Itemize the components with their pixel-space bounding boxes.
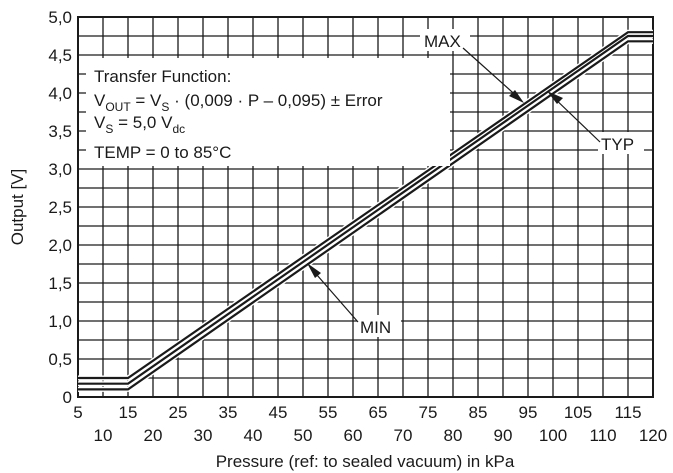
annotation-formula: VOUT = VS · (0,009 · P – 0,095) ± Error xyxy=(94,91,383,114)
typ-label-bg xyxy=(598,132,644,154)
typ-label: TYP xyxy=(601,135,634,154)
x-tick-label: 120 xyxy=(639,426,667,445)
x-tick-label: 30 xyxy=(194,426,213,445)
max-arrowhead xyxy=(509,90,524,103)
y-tick-label: 2,0 xyxy=(48,236,72,255)
annotation-background xyxy=(86,58,450,166)
y-axis-title: Output [V] xyxy=(8,169,27,246)
x-tick-label: 115 xyxy=(614,403,641,422)
max-label-bg xyxy=(420,29,470,51)
min-arrow-line xyxy=(309,266,359,323)
y-tick-label: 3,5 xyxy=(48,122,72,141)
plot-frame xyxy=(77,16,654,398)
series-line-typ xyxy=(78,34,653,385)
series-line-min xyxy=(78,40,653,391)
x-tick-label: 5 xyxy=(73,403,82,422)
x-tick-label: 85 xyxy=(469,403,488,422)
y-tick-label: 4,5 xyxy=(48,46,72,65)
x-tick-label: 25 xyxy=(169,403,188,422)
series-line-max xyxy=(78,31,653,380)
y-tick-label: 1,5 xyxy=(48,274,72,293)
x-tick-label: 100 xyxy=(539,426,567,445)
min-label-bg xyxy=(357,315,401,337)
typ-arrowhead xyxy=(547,91,563,104)
annotation-temp: TEMP = 0 to 85°C xyxy=(94,143,231,162)
y-tick-label: 0 xyxy=(63,388,72,407)
tick-labels: 0 0,5 1,0 1,5 2,0 2,5 3,0 3,5 4,0 4,5 5,0 5 15 25 35 45… xyxy=(48,8,667,445)
x-tick-label: 45 xyxy=(269,403,288,422)
x-tick-label: 105 xyxy=(564,403,592,422)
x-tick-label: 95 xyxy=(519,403,538,422)
x-tick-label: 55 xyxy=(319,403,338,422)
x-tick-label: 110 xyxy=(589,426,616,445)
x-axis-title: Pressure (ref: to sealed vacuum) in kPa xyxy=(216,452,515,471)
y-tick-label: 2,5 xyxy=(48,198,72,217)
x-tick-label: 75 xyxy=(419,403,438,422)
series-layer xyxy=(78,29,653,392)
x-tick-label: 15 xyxy=(119,403,138,422)
annotation-supply: VS = 5,0 Vdc xyxy=(94,113,185,136)
max-arrow-line xyxy=(462,47,522,101)
y-tick-label: 5,0 xyxy=(48,8,72,27)
x-tick-label: 70 xyxy=(394,426,413,445)
y-tick-label: 3,0 xyxy=(48,160,72,179)
x-tick-label: 20 xyxy=(144,426,163,445)
x-tick-label: 50 xyxy=(294,426,313,445)
x-tick-label: 80 xyxy=(444,426,463,445)
annotation-title: Transfer Function: xyxy=(94,67,231,86)
x-tick-label: 90 xyxy=(494,426,513,445)
x-tick-label: 40 xyxy=(244,426,263,445)
x-tick-label: 65 xyxy=(369,403,388,422)
max-label: MAX xyxy=(424,32,461,51)
y-tick-label: 4,0 xyxy=(48,84,72,103)
y-tick-label: 0,5 xyxy=(48,350,72,369)
min-arrowhead xyxy=(307,263,321,278)
x-tick-label: 60 xyxy=(344,426,363,445)
x-tick-label: 35 xyxy=(219,403,238,422)
min-label: MIN xyxy=(360,318,391,337)
x-tick-label: 10 xyxy=(94,426,113,445)
y-tick-label: 1,0 xyxy=(48,312,72,331)
